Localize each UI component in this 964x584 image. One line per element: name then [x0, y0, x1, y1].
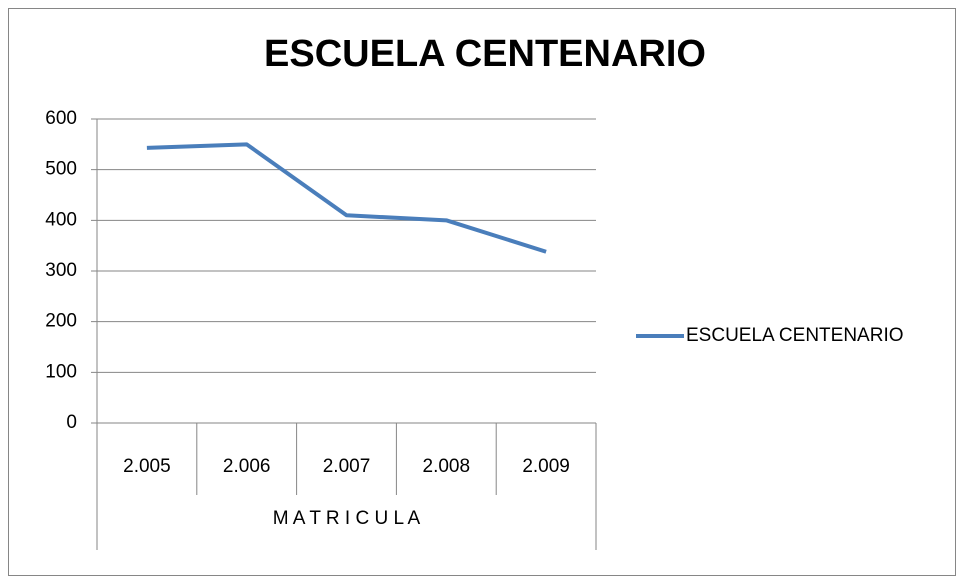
x-group-label: M A T R I C U L A [273, 508, 421, 529]
chart-border [8, 8, 956, 576]
x-tick-label: 2.007 [323, 456, 371, 477]
chart-title: ESCUELA CENTENARIO [264, 33, 706, 75]
x-tick-label: 2.009 [522, 456, 570, 477]
legend-label: ESCUELA CENTENARIO [686, 325, 904, 346]
y-tick-label: 500 [45, 159, 77, 180]
x-tick-label: 2.006 [223, 456, 271, 477]
y-tick-label: 100 [45, 361, 77, 382]
y-tick-label: 0 [66, 412, 77, 433]
data-line [146, 142, 547, 254]
x-tick-label: 2.008 [423, 456, 471, 477]
y-tick-label: 200 [45, 311, 77, 332]
y-tick-label: 600 [45, 108, 77, 129]
x-tick-label: 2.005 [123, 456, 171, 477]
y-tick-label: 300 [45, 260, 77, 281]
y-tick-label: 400 [45, 209, 77, 230]
